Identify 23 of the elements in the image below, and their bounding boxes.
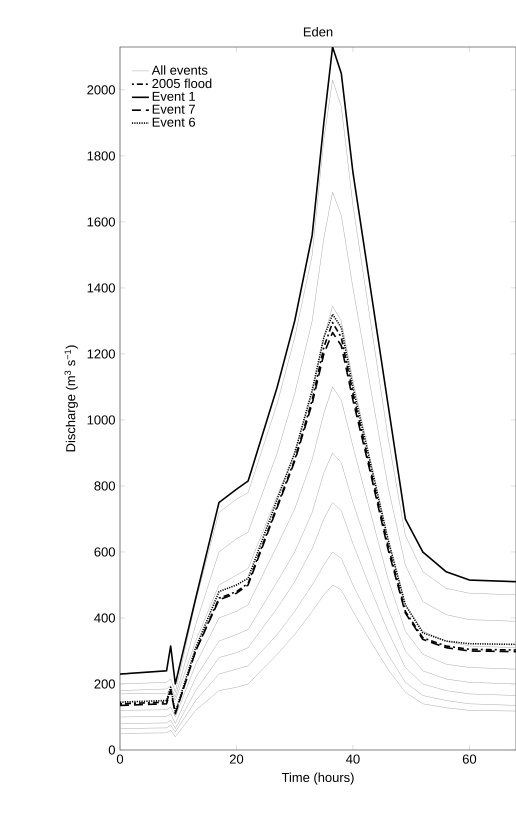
legend-label: Event 6 [152,118,196,127]
legend-label: 2005 flood [152,78,212,88]
x-tick-label: 60 [462,754,476,764]
y-tick-label: 1600 [88,217,115,227]
legend-label: Event 1 [152,92,195,101]
legend-label: Event 7 [152,104,195,114]
y-tick-label: 1800 [88,151,115,160]
x-tick-label: 0 [116,754,124,764]
y-tick-label: 1400 [88,283,115,293]
legend-label: All events [152,65,208,75]
y-tick-label: 800 [94,481,115,491]
chart-title: Eden [304,26,332,36]
y-tick-label: 1000 [88,415,115,425]
x-tick-label: 40 [346,754,360,764]
y-axis-title: Discharge (m$^{3}$ s$^{−1}$) [64,345,78,452]
y-tick-label: 0 [108,745,115,755]
y-tick-label: 2000 [87,85,115,94]
x-axis-title: Time (hours) [282,772,354,785]
x-tick-label: 20 [230,754,244,764]
y-tick-label: 400 [94,613,115,623]
y-tick-label: 200 [94,679,115,689]
y-tick-label: 1200 [88,349,115,359]
y-tick-label: 600 [94,547,115,557]
